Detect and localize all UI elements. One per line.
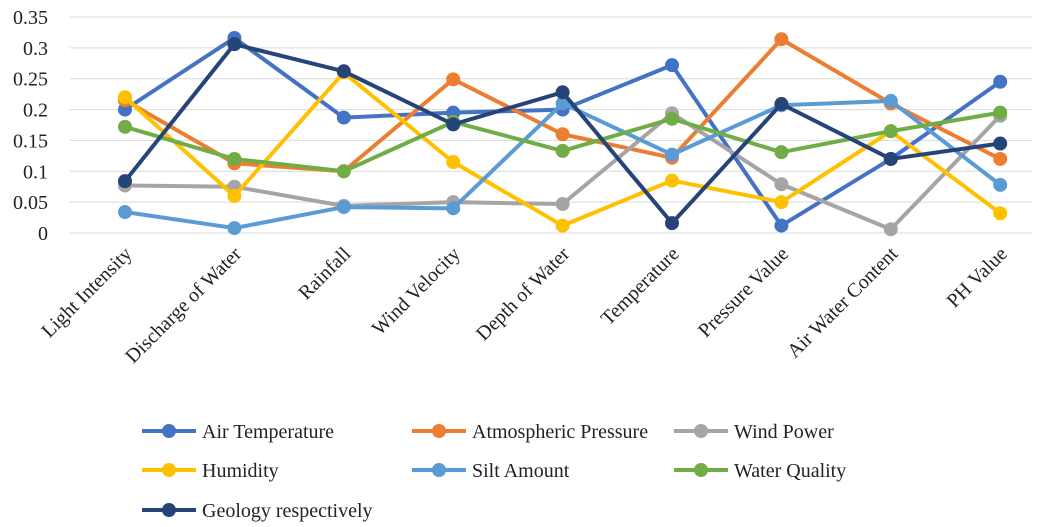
legend-label: Silt Amount [472, 460, 570, 482]
data-point [336, 64, 351, 79]
legend-label: Air Temperature [202, 421, 334, 443]
y-tick-label: 0.2 [23, 100, 48, 122]
x-category-label: PH Value [943, 243, 1012, 312]
series-line [123, 110, 1003, 174]
y-tick-label: 0 [38, 223, 48, 245]
data-point [336, 200, 351, 215]
legend-swatch-marker [694, 463, 708, 477]
data-point [665, 58, 679, 73]
legend-item: Geology respectively [142, 500, 373, 522]
legend-item: Humidity [142, 460, 279, 482]
data-point [227, 221, 242, 236]
legend-label: Wind Power [734, 421, 834, 443]
data-point [774, 97, 789, 112]
legend-label: Geology respectively [202, 500, 373, 522]
data-point [883, 222, 898, 237]
data-point [227, 188, 242, 203]
data-point [993, 151, 1008, 166]
data-point [118, 205, 132, 220]
data-point [774, 218, 789, 233]
data-point [446, 201, 461, 216]
data-point [883, 151, 898, 166]
data-point [993, 74, 1008, 89]
data-point [118, 174, 132, 189]
data-point [555, 143, 570, 158]
data-point [118, 90, 132, 105]
legend-swatch-marker [432, 463, 446, 477]
legend-item: Air Temperature [142, 421, 334, 443]
data-point [227, 151, 242, 166]
y-tick-label: 0.15 [13, 130, 48, 152]
x-category-label: Depth of Water [472, 243, 574, 345]
legend-item: Wind Power [674, 421, 834, 443]
series-6 [118, 37, 1008, 231]
data-point [555, 96, 570, 111]
data-point [227, 37, 242, 52]
data-point [993, 177, 1008, 192]
series-lines [118, 30, 1008, 237]
legend-swatch-marker [162, 503, 176, 517]
legend-item: Atmospheric Pressure [412, 421, 648, 443]
legend-swatch-marker [432, 424, 446, 438]
data-point [446, 117, 461, 132]
y-tick-label: 0.1 [23, 161, 48, 183]
data-point [555, 196, 570, 211]
legend: Air Temperature Atmospheric Pressure Wind … [142, 421, 846, 522]
x-category-label: Discharge of Water [121, 243, 246, 368]
data-point [993, 105, 1008, 120]
legend-swatch-marker [162, 463, 176, 477]
data-point [555, 218, 570, 233]
data-point [665, 147, 679, 162]
x-category-label: Temperature [597, 243, 684, 330]
y-tick-label: 0.05 [13, 192, 48, 214]
data-point [665, 216, 679, 231]
data-point [446, 155, 461, 170]
legend-item: Water Quality [674, 460, 846, 482]
data-point [446, 72, 461, 87]
data-point [336, 164, 351, 179]
data-point [883, 124, 898, 139]
data-point [665, 173, 679, 188]
data-point [993, 206, 1008, 221]
legend-item: Silt Amount [412, 460, 570, 482]
data-point [883, 93, 898, 108]
legend-label: Atmospheric Pressure [472, 421, 648, 443]
x-category-label: Rainfall [294, 243, 355, 304]
legend-swatch-marker [694, 424, 708, 438]
data-point [774, 195, 789, 210]
legend-label: Water Quality [734, 460, 846, 482]
data-point [555, 127, 570, 142]
legend-swatch-marker [162, 424, 176, 438]
legend-label: Humidity [202, 460, 279, 482]
x-category-label: Light Intensity [37, 243, 136, 342]
data-point [555, 85, 570, 100]
x-category-label: Pressure Value [694, 243, 793, 342]
data-point [118, 119, 132, 134]
data-point [774, 32, 789, 47]
data-point [993, 136, 1008, 151]
data-point [774, 177, 789, 192]
data-point [336, 110, 351, 125]
data-point [774, 145, 789, 160]
x-category-label: Air Water Content [783, 243, 903, 363]
data-point [665, 111, 679, 126]
y-tick-label: 0.35 [13, 7, 48, 29]
y-tick-label: 0.25 [13, 69, 48, 91]
y-tick-label: 0.3 [23, 38, 48, 60]
x-category-label: Wind Velocity [368, 243, 465, 340]
y-axis-tick-labels: 0 0.05 0.1 0.15 0.2 0.25 0.3 0.35 [13, 7, 48, 245]
